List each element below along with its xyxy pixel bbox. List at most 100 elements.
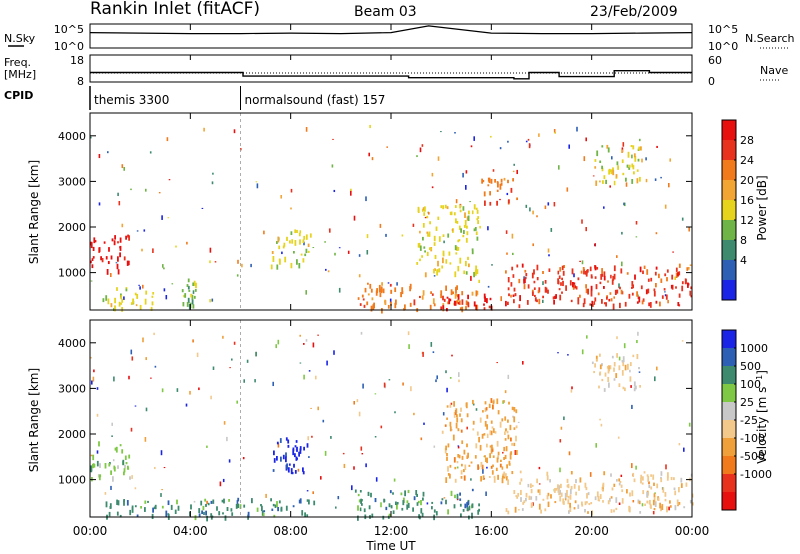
scatter-cell xyxy=(104,492,107,495)
scatter-cell xyxy=(389,298,392,304)
scatter-cell xyxy=(420,437,423,441)
scatter-cell xyxy=(576,126,578,132)
scatter-cell xyxy=(512,415,514,418)
scatter-cell xyxy=(93,369,95,373)
freq-tick-bottom: 8 xyxy=(77,75,84,88)
scatter-cell xyxy=(134,487,137,490)
colorbar-swatch xyxy=(722,200,736,221)
scatter-cell xyxy=(183,294,185,298)
nsky-trace xyxy=(89,25,693,35)
colorbar-swatch xyxy=(722,420,736,439)
scatter-cell xyxy=(496,362,498,364)
scatter-cell xyxy=(454,132,456,134)
scatter-cell xyxy=(290,188,293,193)
scatter-cell xyxy=(128,375,130,380)
scatter-cell xyxy=(326,360,328,366)
scatter-cell xyxy=(623,202,625,206)
scatter-cell xyxy=(558,165,560,170)
scatter-cell xyxy=(366,234,369,239)
scatter-cell xyxy=(672,251,674,253)
scatter-cell xyxy=(529,207,531,212)
scatter-cell xyxy=(201,207,204,209)
echo-region xyxy=(416,204,480,278)
scatter-cell xyxy=(193,500,196,503)
scatter-cell xyxy=(154,365,157,368)
scatter-cell xyxy=(219,481,222,487)
scatter-cell xyxy=(436,375,438,380)
scatter-cell xyxy=(623,343,626,349)
scatter-cell xyxy=(532,243,534,247)
colorbar-swatch xyxy=(722,240,736,261)
colorbar-tick-label: 500 xyxy=(740,360,761,373)
scatter-cell xyxy=(361,453,364,455)
scatter-cell xyxy=(407,331,410,336)
scatter-cell xyxy=(130,349,133,355)
scatter-cell xyxy=(299,362,302,364)
scatter-cell xyxy=(600,423,603,427)
scatter-cell xyxy=(419,147,422,153)
scatter-cell xyxy=(210,395,212,400)
power-panel-frame xyxy=(89,112,693,311)
scatter-cell xyxy=(142,337,144,343)
scatter-cell xyxy=(141,248,143,252)
scatter-cell xyxy=(305,127,308,132)
scatter-cell xyxy=(107,151,109,154)
colorbar-swatch xyxy=(722,180,736,201)
scatter-cell xyxy=(507,140,509,143)
scatter-cell xyxy=(98,202,101,206)
scatter-cell xyxy=(553,202,556,207)
scatter-cell xyxy=(522,361,524,365)
scatter-cell xyxy=(428,212,430,215)
echo-region xyxy=(594,144,642,186)
scatter-cell xyxy=(121,223,124,228)
scatter-cell xyxy=(299,230,302,234)
scatter-cell xyxy=(482,468,484,474)
scatter-cell xyxy=(688,227,690,232)
scatter-cell xyxy=(570,389,573,393)
scatter-cell xyxy=(525,204,528,208)
colorbar-swatch xyxy=(722,280,736,301)
scatter-cell xyxy=(360,446,363,451)
scatter-cell xyxy=(501,466,504,470)
scatter-cell xyxy=(111,422,113,426)
scatter-cell xyxy=(423,422,425,425)
scatter-cell xyxy=(559,467,561,473)
scatter-cell xyxy=(443,497,446,499)
scatter-cell xyxy=(121,164,124,169)
scatter-cell xyxy=(322,419,325,423)
scatter-cell xyxy=(635,236,638,238)
scatter-cell xyxy=(664,204,667,209)
time-axis: 00:00 04:00 08:00 12:00 16:00 20:00 00:00 xyxy=(73,24,709,538)
scatter-cell xyxy=(465,185,467,190)
scatter-cell xyxy=(635,465,637,470)
colorbar-tick-label: 25 xyxy=(740,396,754,409)
scatter-cell xyxy=(636,340,638,344)
scatter-cell xyxy=(320,476,322,480)
colorbar-swatch xyxy=(722,402,736,421)
scatter-cell xyxy=(277,443,280,448)
scatter-cell xyxy=(214,261,217,263)
scatter-cell xyxy=(656,366,658,371)
scatter-cell xyxy=(479,225,481,229)
scatter-cell xyxy=(324,450,327,456)
scatter-cell xyxy=(667,299,669,304)
scatter-cell xyxy=(237,259,239,264)
scatter-cell xyxy=(513,163,515,166)
scatter-cell xyxy=(256,183,259,189)
scatter-cell xyxy=(242,457,245,460)
scatter-cell xyxy=(445,370,447,374)
scatter-cell xyxy=(90,280,93,282)
scatter-cell xyxy=(621,261,623,267)
freq-tick-top: 18 xyxy=(70,54,84,67)
velocity-cbar-label: Velocity [m s−1] xyxy=(755,370,770,464)
scatter-cell xyxy=(638,371,641,373)
scatter-cell xyxy=(648,481,650,485)
scatter-cell xyxy=(583,156,586,162)
scatter-cell xyxy=(616,255,618,258)
scatter-cell xyxy=(635,221,638,225)
scatter-cell xyxy=(365,463,367,468)
scatter-cell xyxy=(332,138,334,140)
scatter-cell xyxy=(413,412,415,416)
y-tick-label: 1000 xyxy=(58,474,86,487)
nsearch-tick-bottom: 10^0 xyxy=(708,40,738,53)
